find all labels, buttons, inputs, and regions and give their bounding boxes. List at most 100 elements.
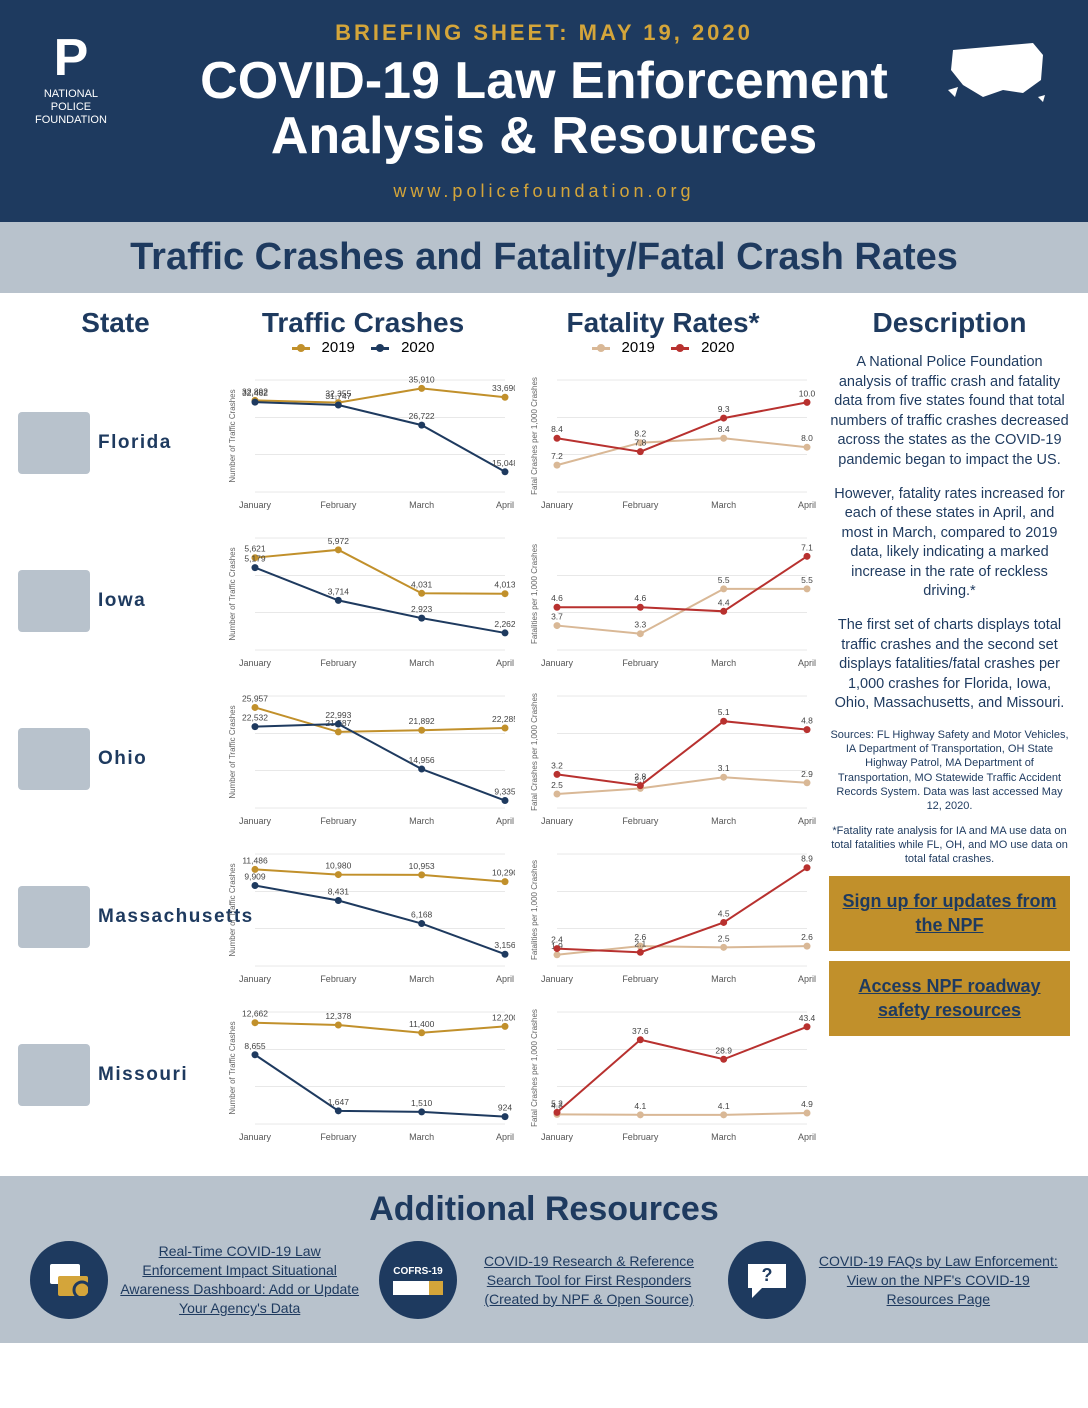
state-shape-icon xyxy=(18,570,90,632)
logo-text-2: POLICE xyxy=(35,101,107,114)
desc-p3: The first set of charts displays total t… xyxy=(829,616,1070,714)
svg-text:5,621: 5,621 xyxy=(244,544,266,554)
fatality-rate-chart: 1.92.62.52.62.42.14.58.9JanuaryFebruaryM… xyxy=(527,842,817,992)
svg-text:10,980: 10,980 xyxy=(325,861,351,871)
svg-text:15,048: 15,048 xyxy=(492,458,515,468)
svg-text:9,909: 9,909 xyxy=(244,872,266,882)
svg-text:3.3: 3.3 xyxy=(634,620,646,630)
svg-text:1,510: 1,510 xyxy=(411,1098,433,1108)
legend-mark-2020-fatal xyxy=(671,347,689,350)
footer-link-3[interactable]: COVID-19 FAQs by Law Enforcement: View o… xyxy=(818,1252,1058,1309)
cta-signup-button[interactable]: Sign up for updates from the NPF xyxy=(829,876,1070,951)
state-name: Iowa xyxy=(98,590,146,612)
svg-text:February: February xyxy=(320,500,357,510)
svg-text:5,972: 5,972 xyxy=(328,536,350,546)
svg-text:5,179: 5,179 xyxy=(244,554,266,564)
svg-text:4.4: 4.4 xyxy=(718,597,730,607)
svg-text:4.1: 4.1 xyxy=(634,1101,646,1111)
svg-text:February: February xyxy=(622,974,659,984)
svg-text:January: January xyxy=(541,500,574,510)
footer-link-2[interactable]: COVID-19 Research & Reference Search Too… xyxy=(469,1252,709,1309)
svg-text:Number of Traffic Crashes: Number of Traffic Crashes xyxy=(228,548,237,641)
legend-f2019: 2019 xyxy=(622,339,655,356)
svg-text:8.4: 8.4 xyxy=(718,424,730,434)
svg-text:4.6: 4.6 xyxy=(634,593,646,603)
svg-text:11,400: 11,400 xyxy=(409,1019,435,1029)
svg-text:21,892: 21,892 xyxy=(409,716,435,726)
svg-text:February: February xyxy=(622,658,659,668)
svg-text:April: April xyxy=(798,816,816,826)
traffic-crashes-chart: 32,89232,35535,91033,69032,46231,74726,7… xyxy=(225,368,515,518)
legend-mark-2020-crashes xyxy=(371,347,389,350)
state-shape-icon xyxy=(18,728,90,790)
fatality-rate-chart: 2.52.73.12.93.22.85.14.8JanuaryFebruaryM… xyxy=(527,684,817,834)
us-map-icon xyxy=(943,35,1053,105)
svg-text:3,156: 3,156 xyxy=(494,940,515,950)
svg-text:April: April xyxy=(496,974,514,984)
fatality-rate-chart: 3.73.35.55.54.64.64.47.1JanuaryFebruaryM… xyxy=(527,526,817,676)
svg-text:Fatal Crashes per 1,000 Crashe: Fatal Crashes per 1,000 Crashes xyxy=(530,377,539,495)
svg-text:32,462: 32,462 xyxy=(242,388,268,398)
svg-text:January: January xyxy=(541,816,574,826)
svg-text:4,031: 4,031 xyxy=(411,579,433,589)
title-line-2: Analysis & Resources xyxy=(30,109,1058,164)
svg-text:26,722: 26,722 xyxy=(409,411,435,421)
svg-text:April: April xyxy=(496,1132,514,1142)
svg-text:3.7: 3.7 xyxy=(551,612,563,622)
footer-link-1[interactable]: Real-Time COVID-19 Law Enforcement Impac… xyxy=(120,1242,360,1318)
header-url[interactable]: www.policefoundation.org xyxy=(30,181,1058,202)
svg-text:2.6: 2.6 xyxy=(801,932,813,942)
col-header-state: State xyxy=(18,307,213,360)
svg-text:5.5: 5.5 xyxy=(801,575,813,585)
svg-text:7.2: 7.2 xyxy=(551,451,563,461)
svg-text:Number of Traffic Crashes: Number of Traffic Crashes xyxy=(228,390,237,483)
legend-mark-2019-fatal xyxy=(592,347,610,350)
svg-text:Fatal Crashes per 1,000 Crashe: Fatal Crashes per 1,000 Crashes xyxy=(530,1009,539,1127)
traffic-crashes-chart: 11,48610,98010,95310,2909,9098,4316,1683… xyxy=(225,842,515,992)
svg-text:2,923: 2,923 xyxy=(411,604,433,614)
svg-text:March: March xyxy=(409,658,434,668)
svg-text:2.8: 2.8 xyxy=(634,772,646,782)
desc-note: *Fatality rate analysis for IA and MA us… xyxy=(829,824,1070,867)
state-cell: Florida xyxy=(18,412,213,474)
svg-text:12,662: 12,662 xyxy=(242,1009,268,1019)
svg-text:4,013: 4,013 xyxy=(494,580,515,590)
svg-text:April: April xyxy=(496,658,514,668)
svg-text:February: February xyxy=(622,1132,659,1142)
crashes-legend: 2019 2020 xyxy=(213,339,513,356)
svg-text:10,290: 10,290 xyxy=(492,868,515,878)
traffic-crashes-chart: 5,6215,9724,0314,0135,1793,7142,9232,262… xyxy=(225,526,515,676)
col-header-crashes: Traffic Crashes xyxy=(213,307,513,339)
svg-text:10.0: 10.0 xyxy=(799,389,816,399)
svg-text:March: March xyxy=(409,1132,434,1142)
svg-text:2.1: 2.1 xyxy=(634,938,646,948)
svg-text:924: 924 xyxy=(498,1103,512,1113)
section-title: Traffic Crashes and Fatality/Fatal Crash… xyxy=(0,222,1088,293)
state-shape-icon xyxy=(18,412,90,474)
briefing-date: BRIEFING SHEET: MAY 19, 2020 xyxy=(30,20,1058,46)
fatality-rate-chart: 4.34.14.14.95.237.628.943.4JanuaryFebrua… xyxy=(527,1000,817,1150)
cta-resources-button[interactable]: Access NPF roadway safety resources xyxy=(829,961,1070,1036)
footer-section: Additional Resources Real-Time COVID-19 … xyxy=(0,1176,1088,1343)
svg-text:Fatal Crashes per 1,000 Crashe: Fatal Crashes per 1,000 Crashes xyxy=(530,693,539,811)
title-line-1: COVID-19 Law Enforcement xyxy=(30,54,1058,109)
desc-sources: Sources: FL Highway Safety and Motor Veh… xyxy=(829,728,1070,814)
svg-text:January: January xyxy=(239,500,272,510)
svg-text:12,200: 12,200 xyxy=(492,1013,515,1023)
svg-text:January: January xyxy=(541,1132,574,1142)
faq-icon: ? xyxy=(728,1241,806,1319)
svg-text:8,655: 8,655 xyxy=(244,1041,266,1051)
svg-text:Number of Traffic Crashes: Number of Traffic Crashes xyxy=(228,1022,237,1115)
fatality-legend: 2019 2020 xyxy=(513,339,813,356)
svg-text:1,647: 1,647 xyxy=(328,1097,350,1107)
legend-2020: 2020 xyxy=(401,339,434,356)
svg-text:3.2: 3.2 xyxy=(551,761,563,771)
svg-text:January: January xyxy=(541,974,574,984)
cofrs-label: COFRS-19 xyxy=(393,1266,442,1277)
col-header-fatality: Fatality Rates* xyxy=(513,307,813,339)
svg-text:3.1: 3.1 xyxy=(718,763,730,773)
state-cell: Missouri xyxy=(18,1044,213,1106)
state-name: Ohio xyxy=(98,748,147,770)
svg-text:9,335: 9,335 xyxy=(494,787,515,797)
svg-text:37.6: 37.6 xyxy=(632,1026,649,1036)
